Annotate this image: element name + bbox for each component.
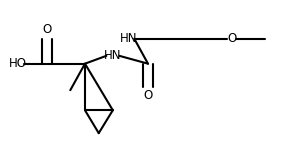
Text: HN: HN xyxy=(120,32,138,45)
Text: HO: HO xyxy=(9,57,27,70)
Text: O: O xyxy=(143,89,153,102)
Text: HN: HN xyxy=(104,49,122,62)
Text: O: O xyxy=(227,32,236,45)
Text: O: O xyxy=(42,23,52,36)
